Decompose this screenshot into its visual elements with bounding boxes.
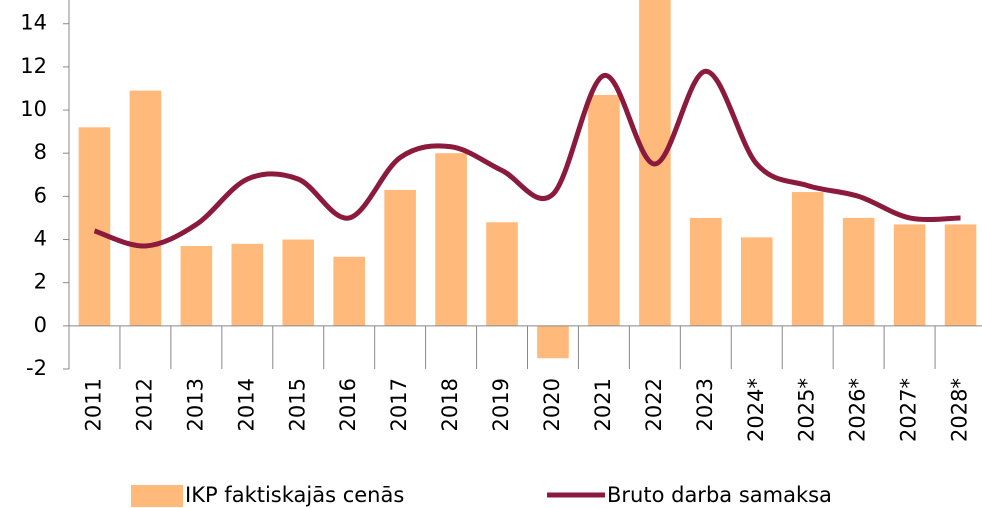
bar — [537, 325, 569, 359]
bar — [690, 217, 722, 326]
x-tick-label: 2015 — [285, 378, 309, 431]
y-tick-label: 10 — [20, 97, 47, 121]
x-tick-label: 2026* — [846, 378, 870, 442]
x-tick-label: 2012 — [132, 378, 156, 431]
x-tick-label: 2027* — [897, 378, 921, 442]
line — [93, 68, 961, 249]
bar — [791, 192, 824, 326]
x-tick-label: 2020 — [540, 378, 564, 431]
legend-label: IKP faktiskajās cenās — [185, 483, 404, 507]
y-tick-label: 8 — [34, 140, 47, 164]
bar — [231, 243, 264, 326]
x-tick-label: 2016 — [336, 378, 360, 431]
y-tick-label: 0 — [34, 313, 47, 337]
bar — [740, 237, 773, 326]
x-tick-label: 2014 — [234, 378, 258, 431]
bar — [78, 127, 111, 326]
x-tick-label: 2011 — [81, 378, 105, 431]
y-tick-label: 6 — [34, 183, 47, 207]
bar — [893, 224, 926, 326]
bar — [944, 224, 977, 326]
bar — [384, 189, 416, 326]
x-tick-label: 2021 — [591, 378, 615, 431]
legend-swatch — [131, 485, 183, 507]
y-tick-label: 4 — [34, 227, 47, 251]
x-tick-label: 2024* — [744, 378, 768, 442]
y-tick-label: 14 — [20, 11, 47, 35]
x-tick-label: 2025* — [795, 378, 819, 442]
bar — [588, 94, 620, 326]
bar — [486, 222, 518, 326]
bar — [842, 217, 875, 326]
x-tick-label: 2023 — [693, 378, 717, 431]
bar — [333, 256, 365, 326]
bar — [435, 153, 467, 326]
y-tick-label: -2 — [26, 356, 47, 380]
plot-area — [78, 0, 977, 359]
x-tick-label: 2017 — [387, 378, 411, 431]
bar — [282, 239, 315, 326]
bar — [180, 246, 213, 326]
x-tick-label: 2022 — [642, 378, 666, 431]
y-tick-label: 12 — [20, 54, 47, 78]
bar — [129, 90, 162, 326]
x-tick-label: 2018 — [438, 378, 462, 431]
y-tick-label: 2 — [34, 270, 47, 294]
legend-label: Bruto darba samaksa — [607, 483, 832, 507]
x-tick-label: 2019 — [489, 378, 513, 431]
x-tick-label: 2028* — [948, 378, 972, 442]
x-tick-label: 2013 — [183, 378, 207, 431]
